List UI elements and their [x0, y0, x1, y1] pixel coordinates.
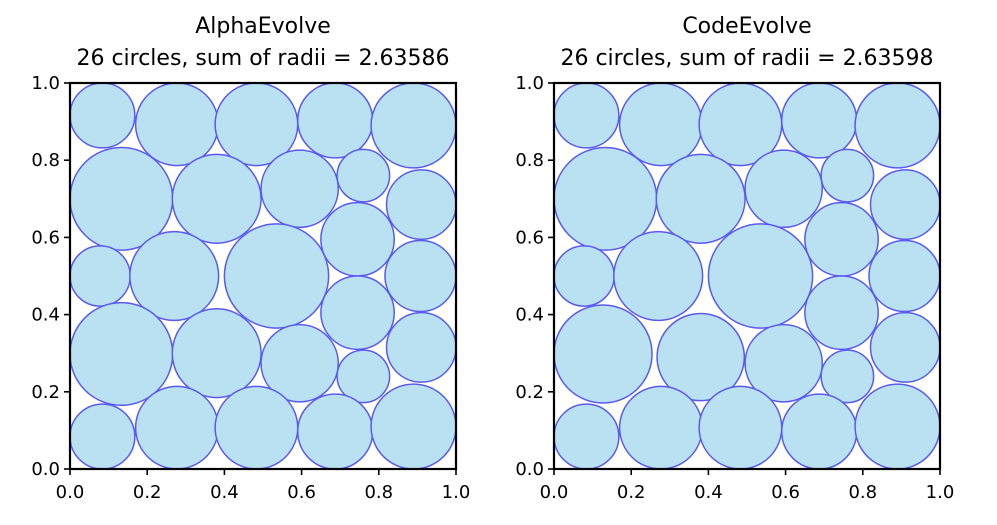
circle-10 [553, 245, 615, 307]
circle-24 [780, 393, 858, 470]
y-tick-label: 0.6 [31, 227, 60, 248]
circle-9 [869, 169, 941, 241]
y-tick-label: 0.0 [515, 459, 544, 480]
circle-11 [613, 230, 704, 322]
circle-14 [384, 239, 457, 313]
circle-17 [744, 323, 824, 403]
circle-23 [698, 385, 783, 470]
y-tick-label: 0.4 [31, 305, 60, 326]
circle-7 [260, 149, 340, 229]
x-tick-label: 0.6 [287, 482, 316, 503]
circle-25 [370, 383, 457, 470]
circle-18 [320, 275, 395, 351]
circle-21 [69, 403, 136, 470]
circle-6 [171, 153, 262, 244]
circle-20 [385, 311, 457, 383]
circle-12 [223, 223, 330, 329]
panel-alphaevolve: AlphaEvolve 26 circles, sum of radii = 2… [31, 14, 470, 503]
circle-10 [69, 245, 131, 307]
axes-frame [552, 81, 942, 471]
circle-16 [171, 308, 262, 399]
axis-ticks: 0.0 0.2 0.4 0.6 0.8 1.0 0.0 0.2 0.4 0.6 0.8 1.0 [31, 73, 470, 503]
circles-group [69, 82, 457, 470]
x-tick-label: 1.0 [926, 482, 955, 503]
axes-frame [68, 81, 458, 471]
y-tick-label: 0.4 [515, 305, 544, 326]
circle-17 [260, 323, 340, 403]
circle-3 [296, 82, 374, 159]
circle-22 [134, 385, 219, 470]
x-tick-label: 0.8 [364, 482, 393, 503]
x-tick-label: 0.2 [133, 482, 162, 503]
circle-14 [868, 239, 941, 313]
x-tick-label: 0.6 [771, 482, 800, 503]
circle-1 [134, 82, 219, 167]
y-tick-label: 1.0 [31, 73, 60, 94]
panel-title: CodeEvolve [682, 14, 811, 39]
circle-8 [336, 148, 391, 203]
circle-16 [656, 312, 746, 402]
circle-6 [655, 153, 746, 244]
circle-21 [553, 403, 620, 470]
circle-7 [744, 149, 824, 229]
panel-subtitle: 26 circles, sum of radii = 2.63598 [560, 46, 933, 71]
y-tick-label: 0.6 [515, 227, 544, 248]
y-tick-label: 1.0 [515, 73, 544, 94]
x-tick-label: 0.4 [694, 482, 723, 503]
circle-13 [804, 201, 879, 277]
y-tick-label: 0.8 [515, 150, 544, 171]
circle-25 [854, 383, 941, 470]
circle-20 [869, 311, 941, 383]
circle-15 [69, 301, 174, 407]
y-tick-label: 0.0 [31, 459, 60, 480]
circle-22 [618, 385, 703, 470]
x-tick-label: 0.2 [617, 482, 646, 503]
y-tick-label: 0.2 [515, 382, 544, 403]
panel-subtitle: 26 circles, sum of radii = 2.63586 [76, 46, 449, 71]
circle-19 [336, 349, 391, 404]
circle-8 [820, 148, 875, 203]
axis-ticks: 0.0 0.2 0.4 0.6 0.8 1.0 0.0 0.2 0.4 0.6 0.8 1.0 [515, 73, 954, 503]
panel-codeevolve: CodeEvolve 26 circles, sum of radii = 2.… [515, 14, 954, 503]
circle-0 [69, 82, 136, 149]
circle-4 [854, 82, 941, 169]
circle-24 [296, 393, 374, 470]
circles-group [553, 82, 941, 470]
circle-18 [804, 275, 879, 351]
circle-1 [618, 82, 703, 167]
circle-4 [370, 82, 457, 169]
circle-0 [553, 82, 620, 149]
circle-15 [553, 304, 653, 404]
circle-11 [129, 230, 220, 322]
circle-9 [385, 169, 457, 241]
x-tick-label: 0.0 [540, 482, 569, 503]
y-tick-label: 0.2 [31, 382, 60, 403]
circle-3 [780, 82, 858, 159]
x-tick-label: 1.0 [442, 482, 471, 503]
x-tick-label: 0.0 [56, 482, 85, 503]
y-tick-label: 0.8 [31, 150, 60, 171]
panel-title: AlphaEvolve [195, 14, 331, 39]
circle-19 [820, 349, 875, 404]
circle-12 [707, 223, 814, 329]
circle-23 [214, 385, 299, 470]
x-tick-label: 0.8 [848, 482, 877, 503]
circle-13 [320, 201, 395, 277]
x-tick-label: 0.4 [210, 482, 239, 503]
